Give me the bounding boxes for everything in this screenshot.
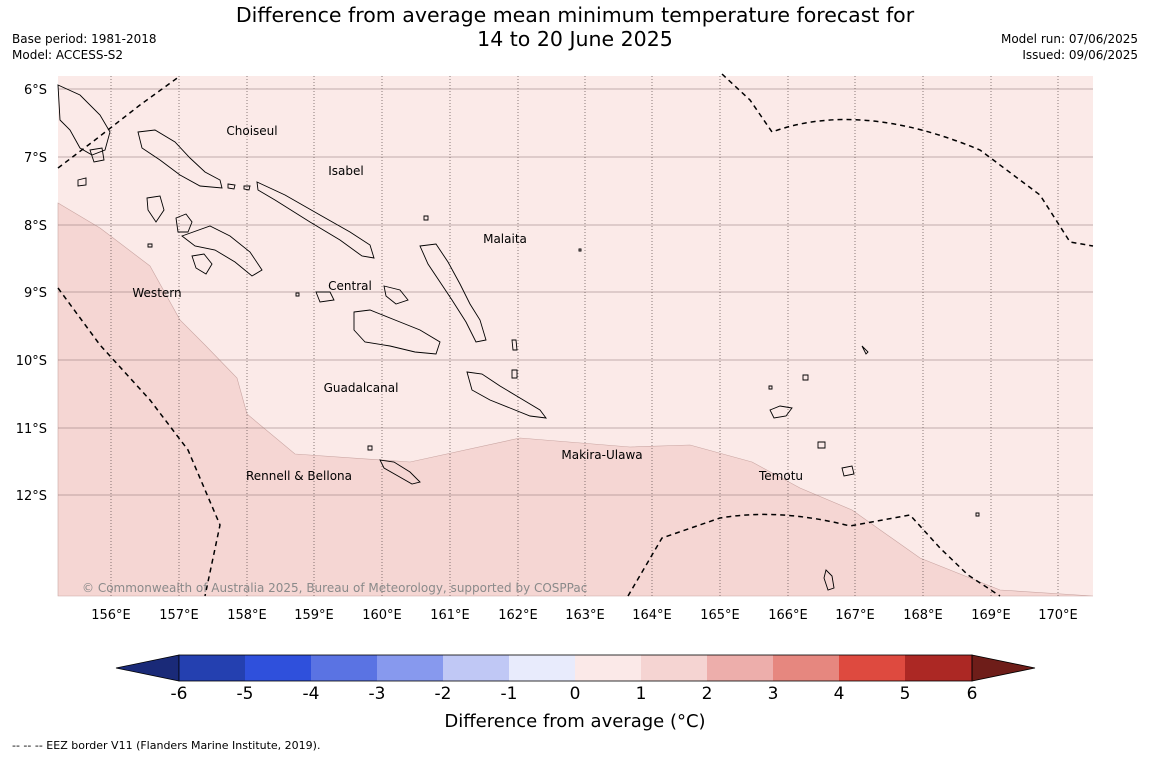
eez-legend-note: -- -- -- EEZ border V11 (Flanders Marine… bbox=[12, 739, 321, 752]
lat-label-9s: 9°S bbox=[24, 286, 47, 301]
meta-left: Base period: 1981-2018 Model: ACCESS-S2 bbox=[12, 31, 157, 63]
colorbar-segment bbox=[905, 655, 972, 681]
colorbar-tick-label: 1 bbox=[636, 684, 647, 704]
colorbar-segment bbox=[443, 655, 509, 681]
lon-label-164e: 164°E bbox=[632, 608, 672, 623]
colorbar-segment bbox=[707, 655, 773, 681]
lon-label-158e: 158°E bbox=[227, 608, 267, 623]
label-rennell-bellona: Rennell & Bellona bbox=[246, 469, 352, 483]
title-line-1: Difference from average mean minimum tem… bbox=[235, 3, 915, 27]
base-period: Base period: 1981-2018 bbox=[12, 32, 157, 46]
lon-label-161e: 161°E bbox=[430, 608, 470, 623]
label-temotu: Temotu bbox=[758, 469, 803, 483]
colorbar-tick-label: -1 bbox=[501, 684, 518, 704]
map-title: Difference from average mean minimum tem… bbox=[0, 3, 1150, 51]
lon-label-168e: 168°E bbox=[903, 608, 943, 623]
colorbar-segment-over bbox=[971, 654, 1036, 682]
colorbar-tick-label: 5 bbox=[900, 684, 911, 704]
colorbar-tick-label: 0 bbox=[570, 684, 581, 704]
lon-label-156e: 156°E bbox=[91, 608, 131, 623]
lon-label-163e: 163°E bbox=[565, 608, 605, 623]
lon-label-165e: 165°E bbox=[700, 608, 740, 623]
colorbar-segment bbox=[311, 655, 377, 681]
issued-date: Issued: 09/06/2025 bbox=[1022, 48, 1138, 62]
lat-label-11s: 11°S bbox=[16, 422, 47, 437]
colorbar-segment bbox=[509, 655, 575, 681]
colorbar bbox=[115, 654, 1036, 682]
colorbar-segment bbox=[245, 655, 311, 681]
colorbar-segment bbox=[839, 655, 905, 681]
lon-label-159e: 159°E bbox=[294, 608, 334, 623]
label-isabel: Isabel bbox=[328, 164, 363, 178]
colorbar-segment bbox=[377, 655, 443, 681]
lat-label-10s: 10°S bbox=[16, 354, 47, 369]
label-guadalcanal: Guadalcanal bbox=[324, 381, 399, 395]
eez-borders bbox=[57, 73, 1094, 597]
lat-label-8s: 8°S bbox=[24, 219, 47, 234]
colorbar-segment bbox=[179, 655, 245, 681]
colorbar-frame bbox=[178, 654, 973, 682]
model-run: Model run: 07/06/2025 bbox=[1000, 32, 1138, 46]
colorbar-segment-under bbox=[115, 654, 180, 682]
label-malaita: Malaita bbox=[483, 232, 527, 246]
colorbar-tick-label: -2 bbox=[435, 684, 452, 704]
label-western: Western bbox=[132, 286, 181, 300]
colorbar-tick-label: -3 bbox=[369, 684, 386, 704]
lon-label-167e: 167°E bbox=[835, 608, 875, 623]
copyright-text: © Commonwealth of Australia 2025, Bureau… bbox=[82, 581, 587, 595]
lat-label-7s: 7°S bbox=[24, 151, 47, 166]
colorbar-tick-label: -4 bbox=[303, 684, 320, 704]
colorbar-tick-label: 4 bbox=[834, 684, 845, 704]
title-line-2: 14 to 20 June 2025 bbox=[477, 27, 673, 51]
label-central: Central bbox=[328, 279, 372, 293]
lon-label-169e: 169°E bbox=[971, 608, 1011, 623]
lon-label-157e: 157°E bbox=[159, 608, 199, 623]
colorbar-segment bbox=[773, 655, 839, 681]
colorbar-segment bbox=[641, 655, 707, 681]
colorbar-tick-label: 6 bbox=[967, 684, 978, 704]
lat-label-6s: 6°S bbox=[24, 83, 47, 98]
colorbar-tick-label: -5 bbox=[237, 684, 254, 704]
colorbar-segment bbox=[575, 655, 641, 681]
colorbar-tick-label: 3 bbox=[768, 684, 779, 704]
latitude-gridlines bbox=[58, 88, 1093, 496]
model-name: Model: ACCESS-S2 bbox=[12, 48, 124, 62]
label-choiseul: Choiseul bbox=[226, 124, 277, 138]
lon-label-170e: 170°E bbox=[1038, 608, 1078, 623]
label-makira-ulawa: Makira-Ulawa bbox=[561, 448, 642, 462]
lon-label-166e: 166°E bbox=[768, 608, 808, 623]
lon-label-160e: 160°E bbox=[362, 608, 402, 623]
island-outlines bbox=[57, 84, 980, 591]
meta-right: Model run: 07/06/2025 Issued: 09/06/2025 bbox=[1001, 31, 1138, 63]
colorbar-tick-label: 2 bbox=[702, 684, 713, 704]
anomaly-region-1-2 bbox=[57, 202, 1094, 597]
colorbar-tick-label: -6 bbox=[171, 684, 188, 704]
lat-label-12s: 12°S bbox=[16, 489, 47, 504]
lon-label-162e: 162°E bbox=[498, 608, 538, 623]
colorbar-title: Difference from average (°C) bbox=[444, 711, 705, 732]
